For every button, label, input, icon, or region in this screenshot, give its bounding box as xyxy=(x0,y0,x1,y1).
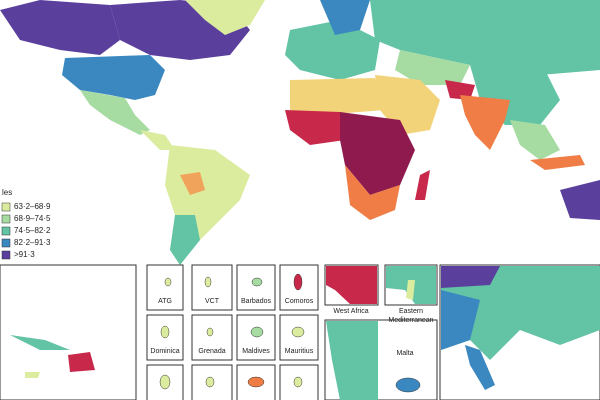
inset-label: Comoros xyxy=(284,298,314,305)
inset-label: Dominica xyxy=(150,348,180,355)
inset-label: VCT xyxy=(205,298,219,305)
legend-swatch xyxy=(1,214,11,224)
inset-label: Grenada xyxy=(198,348,226,355)
legend-swatch xyxy=(1,238,11,248)
hispaniola xyxy=(68,352,95,372)
australia xyxy=(560,180,600,220)
central-america xyxy=(140,130,175,150)
russia xyxy=(370,0,600,75)
india xyxy=(460,95,510,150)
madagascar xyxy=(415,170,430,200)
inset-label: West Africa xyxy=(333,308,369,315)
caribbean-inset xyxy=(0,264,137,400)
south-america-central xyxy=(180,172,205,195)
legend-items: 63·2–68·9 68·9–74·5 74·5–82·2 82·2–91·3 >91·… xyxy=(1,202,51,260)
inset-label: ATG xyxy=(158,298,172,305)
europe-west xyxy=(441,290,480,350)
central-africa xyxy=(340,112,415,195)
israel xyxy=(406,280,415,300)
afghanistan xyxy=(445,80,475,100)
scandinavia xyxy=(320,0,370,35)
small-islands xyxy=(159,273,305,390)
west-africa xyxy=(285,110,345,145)
south-america-south xyxy=(170,215,200,265)
legend-swatch xyxy=(1,226,11,236)
italy-detail xyxy=(465,345,495,390)
inset-label: Malta xyxy=(396,350,414,357)
europe-north xyxy=(441,266,500,288)
legend-swatch xyxy=(1,202,11,212)
inset-label: Maldives xyxy=(242,348,270,355)
legend-label: >91·3 xyxy=(14,250,35,259)
italy xyxy=(326,321,378,400)
europe xyxy=(285,20,380,80)
legend-label: 82·2–91·3 xyxy=(14,238,51,247)
cuba xyxy=(10,335,70,350)
alaska xyxy=(0,0,120,55)
legend-title: les xyxy=(2,188,12,197)
malta xyxy=(395,377,421,393)
mexico xyxy=(80,90,150,135)
north-africa xyxy=(290,78,385,115)
jamaica xyxy=(25,372,40,378)
small-inset-frames xyxy=(146,264,319,400)
legend-label: 74·5–82·2 xyxy=(14,226,51,235)
west-africa-map xyxy=(326,266,377,304)
legend-swatch xyxy=(1,250,11,260)
southern-africa xyxy=(345,165,400,220)
indonesia xyxy=(530,155,585,170)
legend-box xyxy=(0,185,92,263)
inset-label: Barbados xyxy=(241,298,271,305)
legend-label: 68·9–74·5 xyxy=(14,214,51,223)
inset-label: Eastern Mediterranean xyxy=(388,308,434,324)
se-asia xyxy=(510,120,560,160)
greenland xyxy=(185,0,265,35)
central-asia xyxy=(395,50,470,85)
inset-label: Mauritius xyxy=(284,348,314,355)
legend-label: 63·2–68·9 xyxy=(14,202,51,211)
usa xyxy=(62,55,165,100)
europe-detail xyxy=(441,266,600,360)
